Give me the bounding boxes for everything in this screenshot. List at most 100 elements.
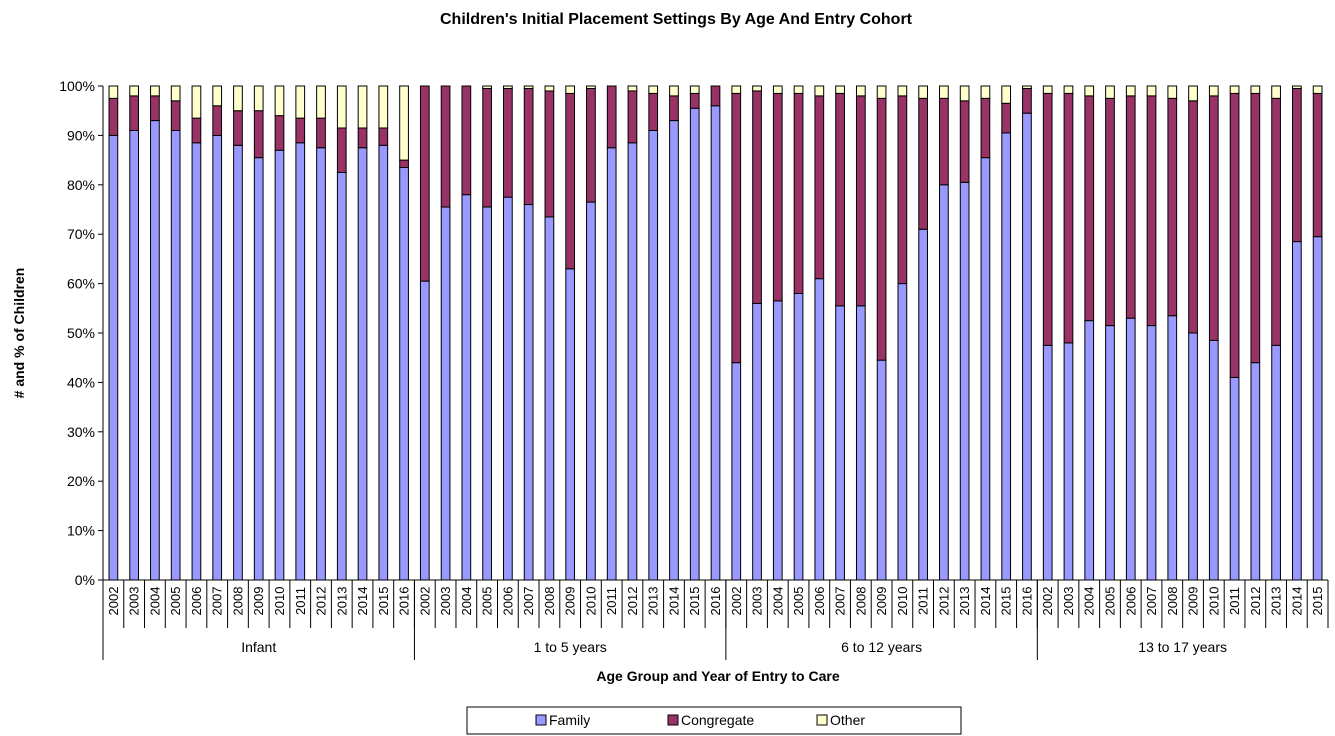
bar-other (897, 85, 908, 97)
bar-congregate (378, 127, 389, 146)
bar-family (316, 147, 326, 581)
x-tick-label: 2008 (853, 587, 868, 616)
x-tick-label: 2012 (314, 587, 329, 616)
bar-congregate (212, 105, 223, 136)
bar-other (689, 85, 700, 94)
bar-other (752, 85, 762, 92)
bar-congregate (648, 92, 659, 131)
x-tick-label: 2003 (127, 587, 142, 616)
x-tick-label: 2006 (812, 587, 827, 616)
x-tick-label: 2004 (1082, 587, 1097, 616)
bar-family (253, 157, 264, 581)
x-axis-title: Age Group and Year of Entry to Care (596, 668, 839, 684)
bar-congregate (669, 95, 679, 122)
bar-other (212, 85, 223, 107)
x-tick-label: 2008 (542, 587, 557, 616)
bar-other (980, 85, 991, 99)
x-tick-label: 2011 (1227, 587, 1242, 615)
bar-family (170, 129, 181, 581)
bar-other (482, 85, 492, 89)
bar-congregate (1084, 95, 1095, 322)
bar-other (233, 85, 243, 112)
chart-title: Children's Initial Placement Settings By… (440, 11, 913, 28)
bar-family (482, 206, 492, 581)
x-tick-label: 2007 (521, 587, 536, 616)
bar-family (648, 129, 659, 581)
bar-congregate (939, 97, 949, 186)
bar-congregate (440, 85, 451, 208)
y-tick-label: 100% (59, 78, 95, 94)
bar-family (959, 181, 970, 581)
bar-other (170, 85, 181, 102)
x-tick-label: 2014 (666, 587, 681, 616)
bar-congregate (855, 95, 866, 307)
bar-other (1208, 85, 1219, 97)
bar-other (1167, 85, 1178, 99)
bar-family (295, 142, 306, 581)
x-tick-label: 2015 (376, 587, 391, 616)
bar-other (565, 85, 576, 94)
bars (108, 85, 1323, 581)
bar-family (378, 144, 389, 581)
x-tick-label: 2013 (334, 587, 349, 616)
x-tick-label: 2002 (729, 587, 744, 616)
bar-other (1125, 85, 1136, 97)
bar-other (191, 85, 202, 119)
bar-congregate (793, 92, 804, 294)
bar-family (980, 157, 991, 581)
bar-family (1271, 344, 1281, 581)
y-tick-label: 40% (67, 374, 95, 390)
bar-other (1146, 85, 1157, 97)
bar-congregate (295, 117, 306, 144)
x-tick-label: 2015 (1310, 587, 1325, 616)
bar-other (523, 85, 534, 89)
legend-label-family: Family (549, 712, 590, 728)
x-group-label: 13 to 17 years (1138, 639, 1227, 655)
x-tick-label: 2004 (459, 587, 474, 616)
bar-family (1084, 320, 1095, 581)
bar-congregate (814, 95, 825, 280)
bar-family (793, 292, 804, 581)
bar-family (627, 142, 638, 581)
bar-family (1125, 317, 1136, 581)
bar-other (1022, 85, 1032, 89)
bar-family (1063, 342, 1074, 581)
x-tick-label: 2014 (978, 587, 993, 616)
bar-other (503, 85, 513, 89)
bar-congregate (876, 97, 887, 361)
bar-family (565, 268, 576, 581)
x-tick-label: 2007 (833, 587, 848, 616)
bar-congregate (689, 92, 700, 109)
bar-congregate (1250, 92, 1261, 364)
bar-family (731, 362, 742, 581)
bar-other (793, 85, 804, 94)
bar-other (129, 85, 139, 97)
bar-other (399, 85, 409, 161)
bar-congregate (316, 117, 326, 149)
x-tick-label: 2010 (272, 587, 287, 616)
bar-congregate (150, 95, 160, 122)
bar-congregate (835, 92, 845, 307)
bar-other (1105, 85, 1115, 99)
x-tick-label: 2011 (293, 587, 308, 615)
bar-congregate (1063, 92, 1074, 344)
bar-other (274, 85, 285, 117)
bar-family (710, 105, 721, 581)
bar-family (835, 305, 845, 581)
x-tick-label: 2003 (750, 587, 765, 616)
bar-other (544, 85, 555, 92)
x-tick-label: 2012 (936, 587, 951, 616)
bar-other (648, 85, 659, 94)
x-tick-label: 2010 (1206, 587, 1221, 616)
y-tick-label: 0% (75, 572, 95, 588)
bar-other (1188, 85, 1198, 102)
bar-family (129, 129, 139, 581)
bar-family (918, 228, 928, 581)
bar-congregate (357, 127, 368, 149)
x-tick-label: 2012 (625, 587, 640, 616)
legend-label-other: Other (830, 712, 865, 728)
bar-congregate (1167, 97, 1178, 317)
bar-family (855, 305, 866, 581)
bar-family (233, 144, 243, 581)
bar-family (419, 280, 430, 581)
